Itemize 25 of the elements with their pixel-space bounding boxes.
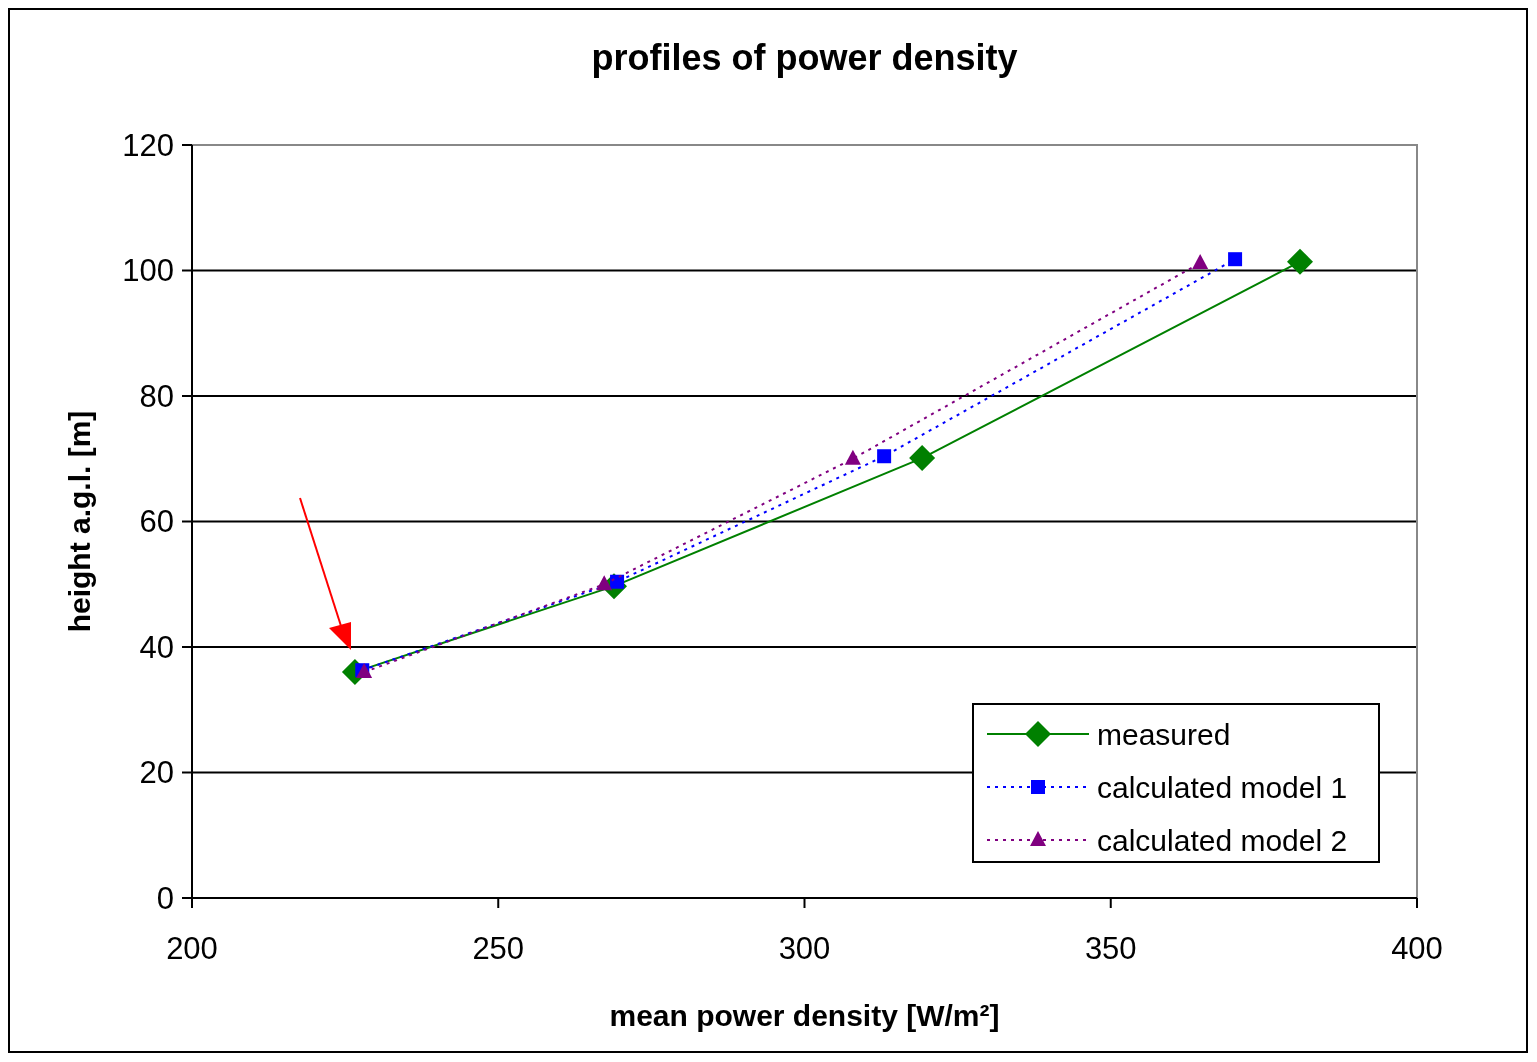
y-axis-title: height a.g.l. [m] — [63, 410, 96, 633]
x-tick-label: 250 — [472, 931, 525, 966]
y-tick-label: 100 — [122, 253, 174, 289]
point — [1287, 248, 1314, 275]
x-tick-label: 200 — [166, 931, 218, 966]
point — [844, 449, 861, 465]
y-tick-label: 120 — [122, 127, 174, 163]
x-tick-label: 350 — [1084, 931, 1137, 966]
point — [877, 449, 892, 464]
y-tick-label: 40 — [139, 629, 174, 665]
y-tick-label: 0 — [156, 880, 174, 916]
legend-label: calculated model 1 — [1097, 770, 1348, 804]
chart-title: profiles of power density — [591, 37, 1018, 78]
point — [1192, 253, 1209, 269]
y-tick-label: 80 — [139, 378, 174, 414]
point — [596, 575, 613, 591]
x-tick-label: 400 — [1391, 931, 1443, 966]
x-axis-title: mean power density [W/m²] — [609, 999, 1000, 1032]
legend-label: measured — [1097, 717, 1231, 751]
legend-label: calculated model 2 — [1097, 823, 1348, 857]
point — [1228, 252, 1243, 267]
y-tick-label: 60 — [139, 504, 174, 540]
point — [909, 445, 936, 472]
y-tick-label: 20 — [139, 755, 174, 791]
x-tick-label: 300 — [778, 931, 831, 966]
